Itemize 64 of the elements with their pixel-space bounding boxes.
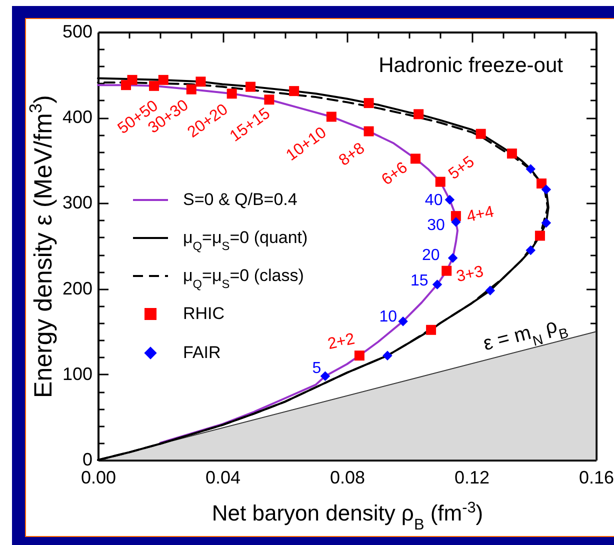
point <box>326 112 336 122</box>
annotation: 10 <box>379 308 398 326</box>
x-tick-label: 0.08 <box>330 468 366 488</box>
legend-label: RHIC <box>183 304 225 323</box>
point <box>149 80 160 91</box>
point <box>451 217 461 227</box>
point <box>506 148 517 159</box>
annotation: 40 <box>424 192 443 209</box>
x-tick-label: 0.16 <box>578 468 614 488</box>
point <box>426 324 436 335</box>
y-tick-label: 300 <box>62 192 92 213</box>
point <box>526 245 536 256</box>
annotation: 15 <box>410 272 428 290</box>
point <box>485 286 496 296</box>
legend-label: S=0 & Q/B=0.4 <box>183 190 298 209</box>
x-axis-title: Net baryon density ρ$_{B}$ (fm$^{-3}$) <box>212 499 484 533</box>
point <box>414 109 424 120</box>
point <box>354 350 364 361</box>
point <box>534 230 545 241</box>
point <box>127 74 138 85</box>
point <box>382 350 392 360</box>
annotation: 8+8 <box>336 140 368 170</box>
point <box>410 154 420 164</box>
annotation: 4+4 <box>465 204 496 226</box>
annotation: 6+6 <box>378 159 411 189</box>
y-tick-label: 200 <box>62 278 92 298</box>
y-tick-label: 0 <box>82 450 92 470</box>
point <box>536 178 547 189</box>
x-tick-label: 0.12 <box>454 468 490 488</box>
point <box>264 94 274 105</box>
point <box>448 253 458 263</box>
point <box>541 218 552 228</box>
point <box>320 371 330 381</box>
point <box>398 316 408 326</box>
point <box>246 82 256 92</box>
x-tick-label: 0.04 <box>205 468 241 488</box>
point <box>444 194 455 205</box>
annotation: Hadronic freeze-out <box>378 54 564 77</box>
legend-label: μ$_{Q}$=μ$_{S}$=0 (quant) <box>183 228 308 253</box>
point <box>435 176 446 187</box>
point <box>432 280 442 290</box>
point <box>226 88 237 99</box>
annotation: 5 <box>312 360 322 378</box>
point <box>158 74 168 85</box>
point <box>442 266 452 276</box>
annotation: 3+3 <box>454 263 486 286</box>
annotation: 2+2 <box>326 330 356 354</box>
legend-label: FAIR <box>183 343 221 362</box>
point <box>364 98 374 108</box>
annotation: 20 <box>422 246 440 264</box>
y-tick-label: 500 <box>62 22 92 42</box>
annotation: 30 <box>427 217 446 234</box>
point <box>541 184 552 194</box>
point <box>526 164 536 174</box>
point <box>196 76 206 87</box>
legend-label: μ$_{Q}$=μ$_{S}$=0 (class) <box>183 266 304 291</box>
annotation: 5+5 <box>446 153 478 184</box>
y-tick-label: 100 <box>62 364 92 384</box>
point <box>364 126 374 136</box>
point <box>186 84 196 94</box>
x-tick-label: 0.00 <box>80 468 116 488</box>
point <box>476 128 486 139</box>
y-tick-label: 400 <box>62 107 92 128</box>
point <box>289 86 300 96</box>
